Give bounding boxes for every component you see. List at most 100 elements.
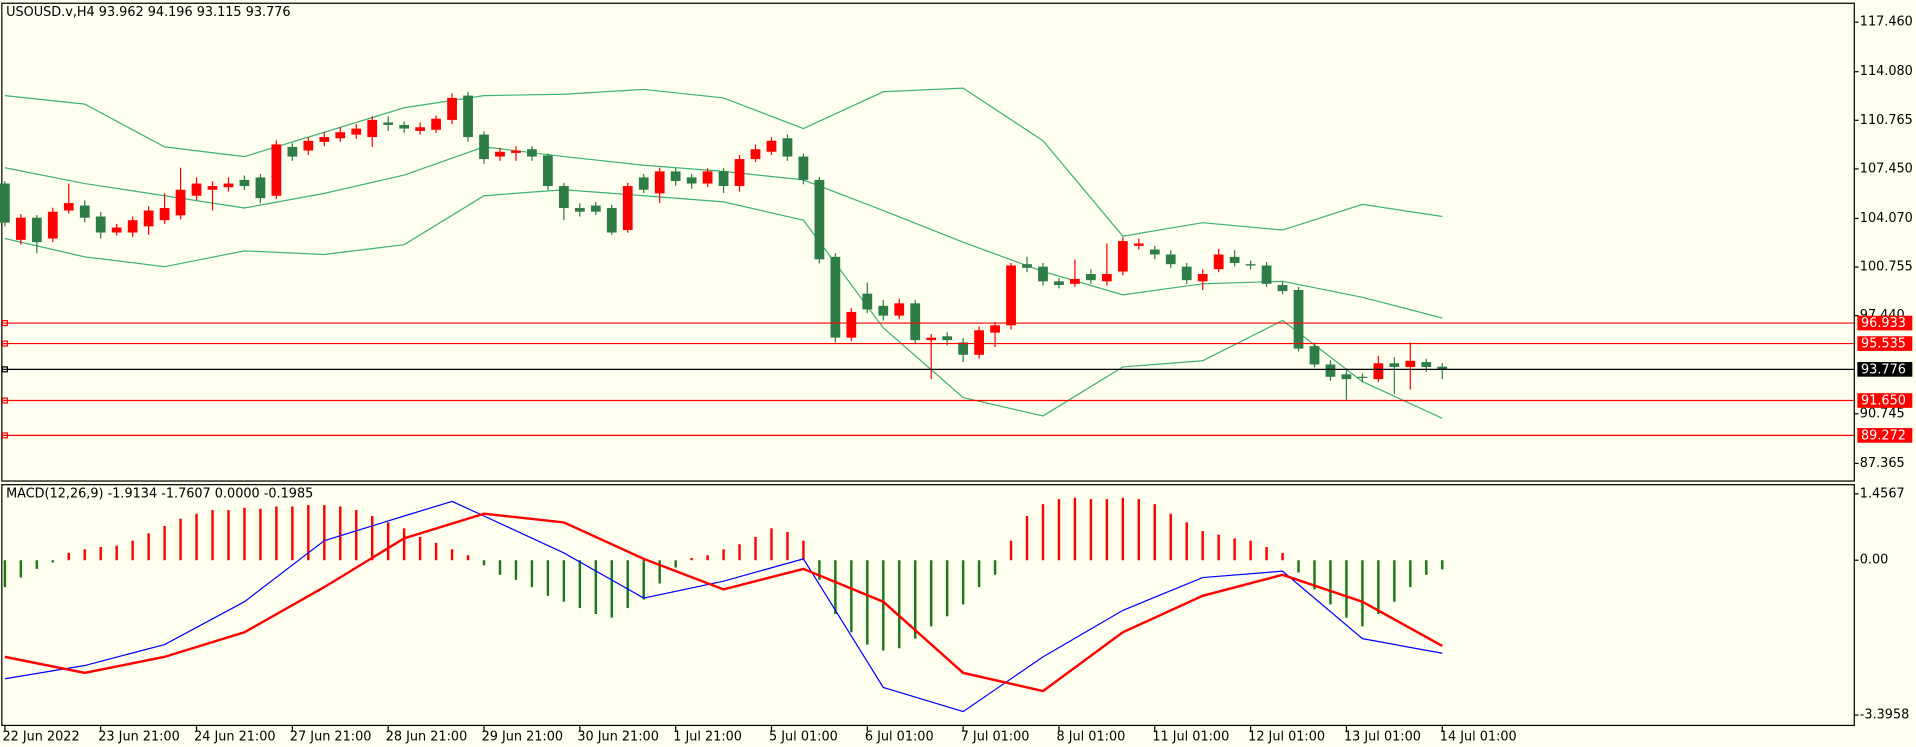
candle-body <box>574 208 585 212</box>
candle-body <box>543 155 553 187</box>
candle-body <box>159 208 170 221</box>
candle-body <box>271 144 282 196</box>
candle-body <box>1341 374 1352 380</box>
candle-body <box>622 186 633 231</box>
candle-body <box>558 186 569 209</box>
y-tick-label: 107.450 <box>1860 161 1913 176</box>
x-tick-label: 12 Jul 01:00 <box>1248 730 1325 745</box>
candle-body <box>942 336 953 341</box>
y-tick-label: 100.755 <box>1860 260 1913 275</box>
candle-body <box>910 303 921 341</box>
candle-body <box>511 150 521 153</box>
candle-body <box>1133 243 1144 246</box>
candle-body <box>1309 346 1320 365</box>
candle-body <box>1022 264 1032 268</box>
x-tick-label: 24 Jun 21:00 <box>194 730 276 745</box>
candle-body <box>718 171 729 187</box>
candle-body <box>1070 278 1080 284</box>
candle-body <box>1213 254 1224 270</box>
candle-body <box>79 205 90 218</box>
bollinger-band <box>4 87 1443 237</box>
candle-body <box>590 205 601 212</box>
candle-body <box>1197 274 1208 282</box>
candle-body <box>31 217 42 243</box>
price-level-label-box <box>1857 393 1913 408</box>
candle-body <box>814 179 825 260</box>
candle-body <box>1117 241 1128 272</box>
x-tick-label: 14 Jul 01:00 <box>1440 730 1517 745</box>
candle-body <box>0 183 10 223</box>
macd-line <box>4 500 1443 713</box>
candle-body <box>527 149 537 157</box>
y-tick-label: 104.070 <box>1860 211 1913 226</box>
x-tick-label: 7 Jul 01:00 <box>961 730 1030 745</box>
y-tick-label: 114.080 <box>1860 64 1913 79</box>
candle-body <box>1437 366 1448 370</box>
candle-body <box>1149 249 1160 255</box>
price-level-label: 91.650 <box>1861 394 1906 409</box>
x-tick-label: 29 Jun 21:00 <box>482 730 564 745</box>
candle-body <box>878 305 889 316</box>
x-tick-label: 5 Jul 01:00 <box>769 730 838 745</box>
y-tick-label: 87.365 <box>1860 456 1905 471</box>
candle-body <box>1405 360 1416 367</box>
price-level-label-box <box>1857 315 1913 331</box>
price-title: USOUSD.v,H4 93.962 94.196 93.115 93.776 <box>6 5 290 20</box>
candle-body <box>463 95 473 138</box>
candle-body <box>127 220 138 233</box>
price-level-label: 89.272 <box>1861 428 1906 443</box>
candle-body <box>1389 363 1400 367</box>
candle-body <box>303 140 314 151</box>
price-level-label: 96.933 <box>1861 316 1906 331</box>
candle-body <box>782 138 793 157</box>
candle-body <box>1101 274 1112 282</box>
candle-body <box>63 203 74 211</box>
x-tick-label: 11 Jul 01:00 <box>1152 730 1229 745</box>
x-tick-label: 22 Jun 2022 <box>2 730 79 745</box>
candle-body <box>335 132 346 139</box>
candle-body <box>1421 362 1432 367</box>
price-level-marker <box>1 432 8 439</box>
x-tick-label: 6 Jul 01:00 <box>865 730 934 745</box>
x-tick-label: 27 Jun 21:00 <box>290 730 372 745</box>
candle-body <box>862 293 873 310</box>
candle-body <box>15 217 26 240</box>
candle-body <box>431 118 441 130</box>
candle-body <box>1086 274 1096 281</box>
x-tick-label: 1 Jul 21:00 <box>673 730 742 745</box>
candle-body <box>191 183 202 196</box>
candle-body <box>399 124 410 129</box>
price-level-marker <box>1 397 8 404</box>
candle-body <box>846 311 857 338</box>
candle-body <box>1293 289 1304 349</box>
y-tick-label: 0.00 <box>1860 553 1889 568</box>
y-tick-label: 1.4567 <box>1860 486 1905 501</box>
y-tick-label: 117.460 <box>1860 15 1913 30</box>
candle-body <box>1181 266 1192 281</box>
price-level-marker <box>1 340 8 347</box>
candle-body <box>1357 376 1368 378</box>
candle-body <box>798 156 809 180</box>
candle-body <box>351 128 362 135</box>
candle-body <box>686 177 697 184</box>
candle-body <box>239 179 250 187</box>
y-tick-label: -3.3958 <box>1860 708 1910 723</box>
candle-body <box>495 151 505 157</box>
last-price-label-box <box>1857 362 1913 377</box>
price-panel <box>1 2 1855 482</box>
macd-panel <box>1 484 1855 727</box>
x-tick-label: 8 Jul 01:00 <box>1057 730 1126 745</box>
candle-body <box>990 325 1000 333</box>
price-level-label-box <box>1857 428 1913 443</box>
last-price-label: 93.776 <box>1861 362 1906 377</box>
bollinger-band <box>4 189 1443 419</box>
candle-body <box>479 134 489 160</box>
x-tick-label: 23 Jun 21:00 <box>98 730 180 745</box>
candle-body <box>447 97 457 120</box>
candle-body <box>734 159 745 187</box>
candle-body <box>766 140 777 152</box>
last-price-marker <box>1 366 8 373</box>
candle-body <box>175 189 186 216</box>
